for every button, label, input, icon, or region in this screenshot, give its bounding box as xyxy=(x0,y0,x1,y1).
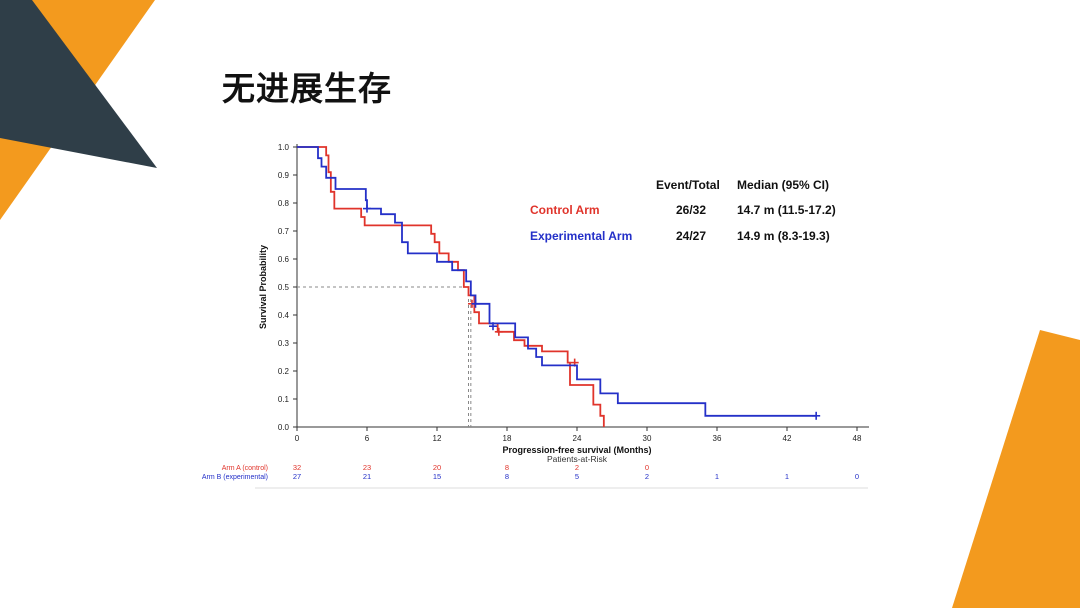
risk-count: 5 xyxy=(575,472,579,481)
risk-count: 21 xyxy=(363,472,371,481)
y-axis-title: Survival Probability xyxy=(258,245,268,329)
x-tick-label: 36 xyxy=(713,434,722,443)
km-curve-experimental xyxy=(297,146,817,417)
risk-count: 2 xyxy=(575,463,579,472)
risk-count: 8 xyxy=(505,463,509,472)
x-axis-title: Progression-free survival (Months) xyxy=(502,445,651,455)
x-tick-label: 6 xyxy=(365,434,370,443)
legend-event-total: 24/27 xyxy=(676,229,706,243)
risk-count: 23 xyxy=(363,463,371,472)
x-tick-label: 0 xyxy=(295,434,300,443)
x-tick-label: 18 xyxy=(503,434,512,443)
legend-event-total: 26/32 xyxy=(676,203,706,217)
x-tick-label: 12 xyxy=(433,434,442,443)
y-tick-label: 0.2 xyxy=(278,367,290,376)
risk-count: 27 xyxy=(293,472,301,481)
y-tick-label: 0.5 xyxy=(278,283,290,292)
legend-median-ci: 14.7 m (11.5-17.2) xyxy=(737,203,836,217)
risk-count: 0 xyxy=(855,472,859,481)
risk-count: 15 xyxy=(433,472,441,481)
y-tick-label: 0.3 xyxy=(278,339,290,348)
risk-count: 1 xyxy=(785,472,789,481)
x-tick-label: 24 xyxy=(573,434,582,443)
risk-table-title: Patients-at-Risk xyxy=(547,454,608,464)
y-tick-label: 1.0 xyxy=(278,143,290,152)
x-tick-label: 48 xyxy=(853,434,862,443)
risk-count: 32 xyxy=(293,463,301,472)
y-tick-label: 0.7 xyxy=(278,227,290,236)
y-tick-label: 0.8 xyxy=(278,199,290,208)
x-tick-label: 42 xyxy=(783,434,792,443)
y-tick-label: 0.0 xyxy=(278,423,290,432)
y-tick-label: 0.4 xyxy=(278,311,290,320)
legend-median-ci: 14.9 m (8.3-19.3) xyxy=(737,229,830,243)
legend-header-events: Event/Total xyxy=(656,178,720,192)
legend-header-median: Median (95% CI) xyxy=(737,178,829,192)
legend-series-name: Control Arm xyxy=(530,203,600,217)
y-tick-label: 0.6 xyxy=(278,255,290,264)
x-tick-label: 30 xyxy=(643,434,652,443)
risk-table-row-label: Arm A (control) xyxy=(222,465,268,472)
km-curve-control xyxy=(297,146,605,427)
risk-count: 20 xyxy=(433,463,441,472)
risk-table-row-label: Arm B (experimental) xyxy=(202,474,268,481)
deco-slate-top-left xyxy=(0,0,157,168)
risk-count: 2 xyxy=(645,472,649,481)
deco-orange-bottom-right xyxy=(952,330,1080,608)
y-tick-label: 0.9 xyxy=(278,171,290,180)
y-tick-label: 0.1 xyxy=(278,395,290,404)
risk-count: 8 xyxy=(505,472,509,481)
legend-series-name: Experimental Arm xyxy=(530,229,632,243)
risk-count: 0 xyxy=(645,463,649,472)
slide-title: 无进展生存 xyxy=(222,69,392,108)
risk-count: 1 xyxy=(715,472,719,481)
